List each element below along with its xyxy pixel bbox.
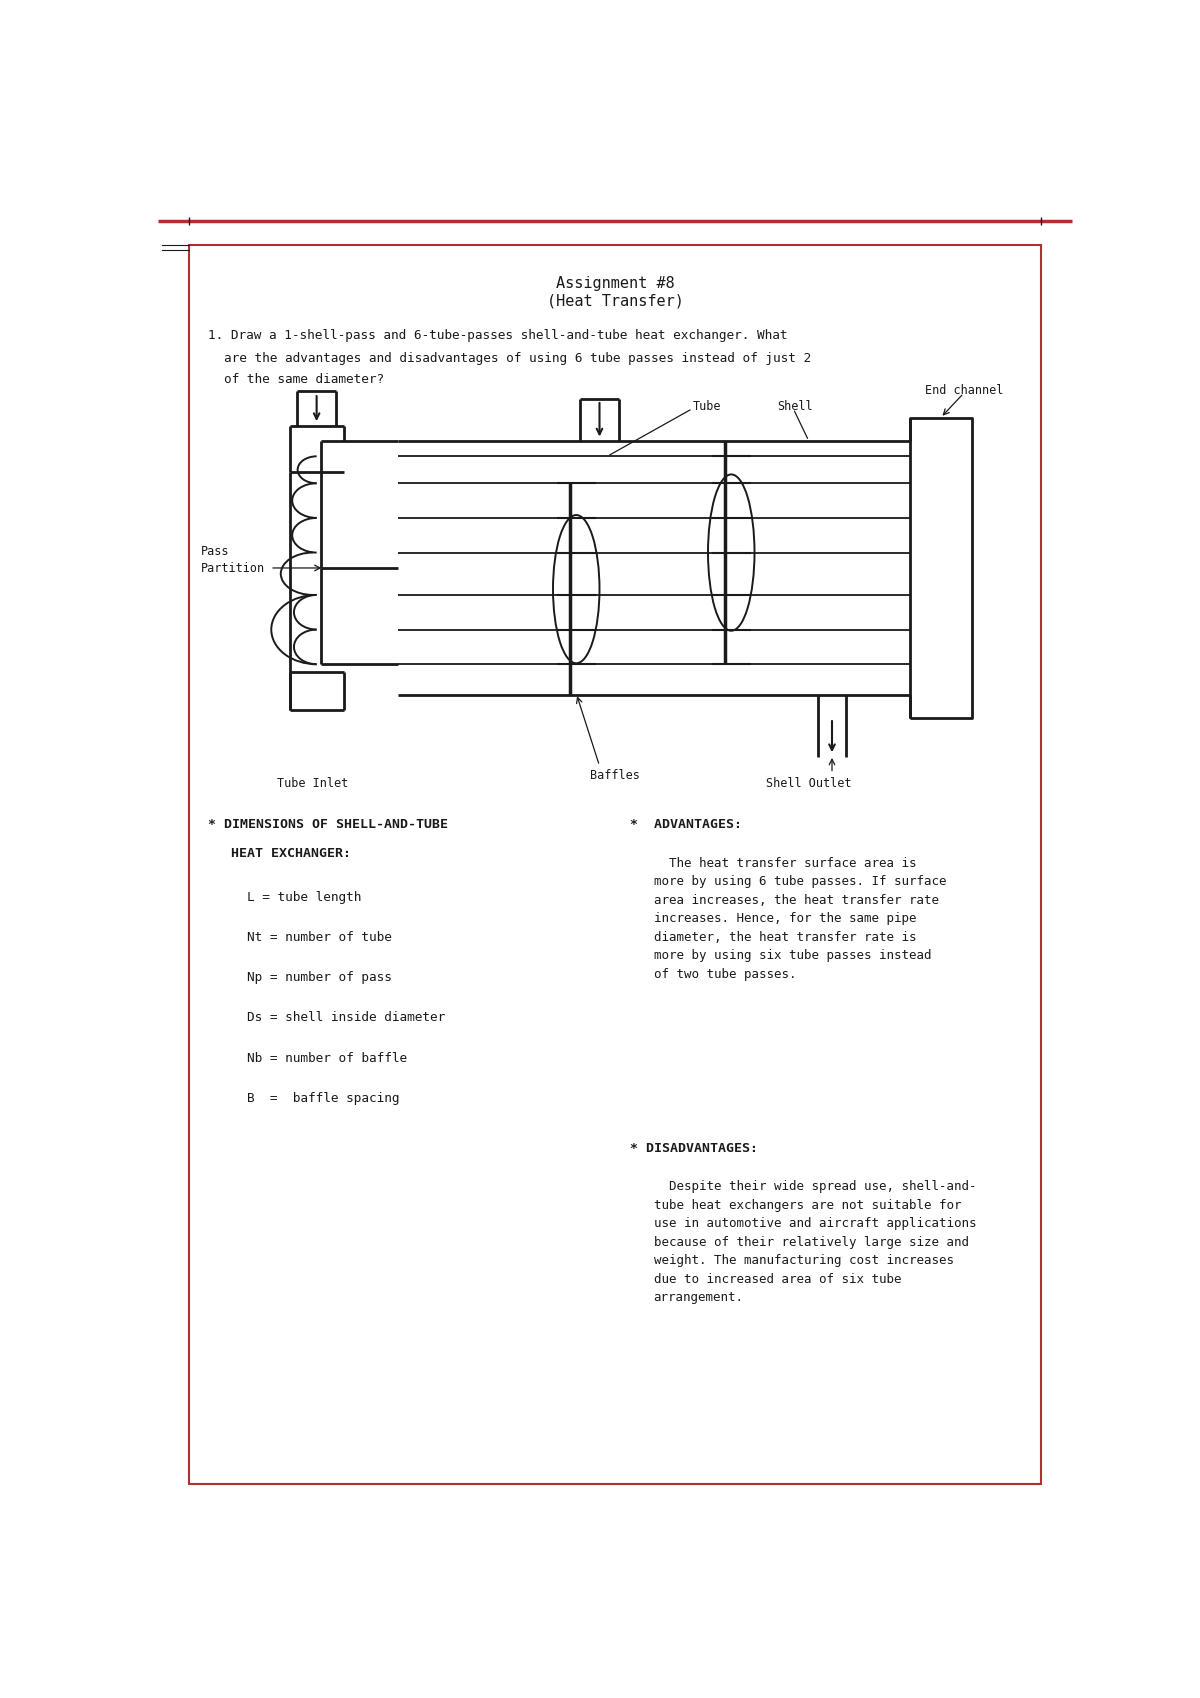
Text: are the advantages and disadvantages of using 6 tube passes instead of just 2: are the advantages and disadvantages of … (223, 353, 811, 365)
Text: Np = number of pass: Np = number of pass (247, 971, 391, 985)
Text: Nb = number of baffle: Nb = number of baffle (247, 1051, 407, 1065)
Text: 1. Draw a 1-shell-pass and 6-tube-passes shell-and-tube heat exchanger. What: 1. Draw a 1-shell-pass and 6-tube-passes… (208, 329, 787, 343)
Text: L = tube length: L = tube length (247, 891, 361, 905)
Text: *  ADVANTAGES:: * ADVANTAGES: (630, 818, 743, 832)
Text: Tube: Tube (692, 399, 721, 413)
Text: End channel: End channel (925, 384, 1003, 397)
Text: Nt = number of tube: Nt = number of tube (247, 932, 391, 944)
Text: * DISADVANTAGES:: * DISADVANTAGES: (630, 1141, 758, 1155)
Text: (Heat Transfer): (Heat Transfer) (546, 294, 684, 309)
Text: * DIMENSIONS OF SHELL-AND-TUBE: * DIMENSIONS OF SHELL-AND-TUBE (208, 818, 448, 832)
Text: Despite their wide spread use, shell-and-
tube heat exchangers are not suitable : Despite their wide spread use, shell-and… (654, 1180, 977, 1304)
Text: Baffles: Baffles (590, 769, 640, 783)
Text: of the same diameter?: of the same diameter? (223, 374, 384, 385)
Text: Assignment #8: Assignment #8 (556, 275, 674, 290)
Text: B  =  baffle spacing: B = baffle spacing (247, 1092, 400, 1105)
Text: Tube Inlet: Tube Inlet (277, 778, 348, 790)
Text: Pass
Partition: Pass Partition (200, 545, 264, 576)
Text: The heat transfer surface area is
more by using 6 tube passes. If surface
area i: The heat transfer surface area is more b… (654, 857, 947, 981)
Text: Ds = shell inside diameter: Ds = shell inside diameter (247, 1012, 445, 1024)
Text: Shell: Shell (778, 399, 814, 413)
Text: HEAT EXCHANGER:: HEAT EXCHANGER: (232, 847, 352, 861)
Text: Shell Outlet: Shell Outlet (766, 778, 852, 790)
